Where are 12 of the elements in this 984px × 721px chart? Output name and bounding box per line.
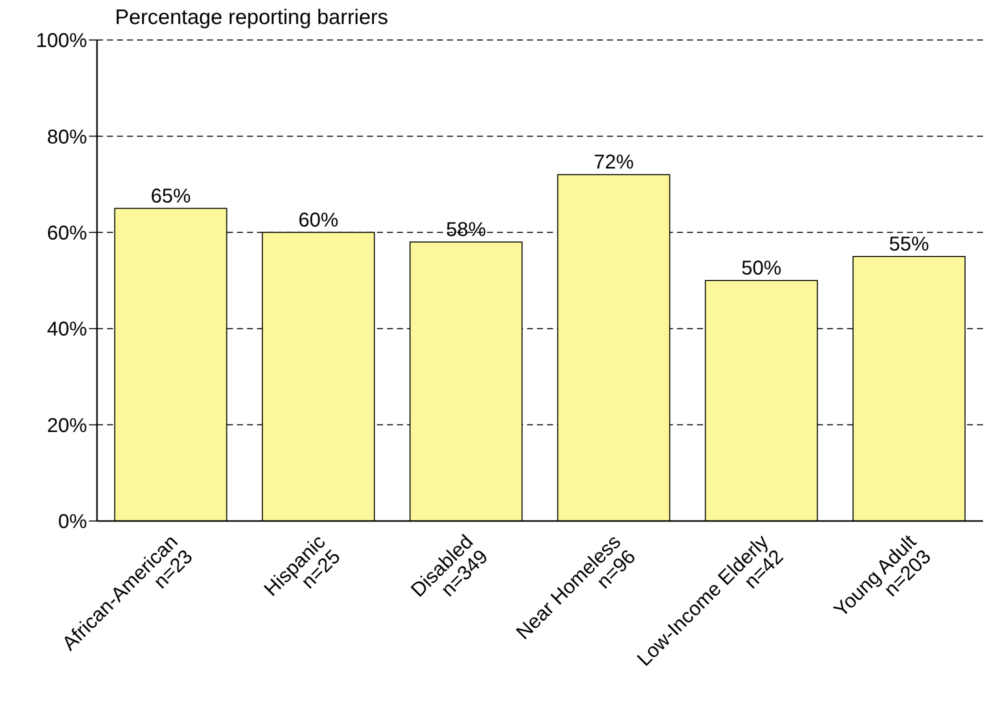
y-tick-label: 20% <box>46 414 88 437</box>
chart-title: Percentage reporting barriers <box>115 6 388 30</box>
data-label: 50% <box>741 258 782 280</box>
y-tick-label: 0% <box>58 511 88 534</box>
y-tick-label: 40% <box>46 318 88 341</box>
data-label: 55% <box>889 233 930 256</box>
y-tick-label: 100% <box>36 30 88 52</box>
y-tick-label: 60% <box>46 222 88 244</box>
data-label: 65% <box>150 185 191 208</box>
y-tick-label: 80% <box>46 126 88 148</box>
data-label: 60% <box>298 209 339 232</box>
data-label: 72% <box>594 152 634 174</box>
